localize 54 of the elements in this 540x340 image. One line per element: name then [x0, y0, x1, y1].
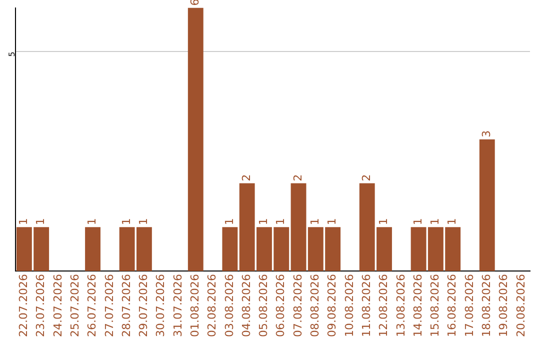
data-label: 1	[222, 218, 236, 226]
x-tick-label: 23.07.2026	[34, 274, 48, 338]
bar	[290, 183, 306, 272]
x-tick-label: 16.08.2026	[446, 274, 459, 338]
x-tick-label: 08.08.2026	[308, 274, 322, 338]
x-tick-label: 31.07.2026	[171, 274, 184, 338]
data-label: 3	[480, 130, 493, 138]
x-tick-label: 29.07.2026	[137, 274, 150, 338]
data-label: 2	[291, 174, 304, 182]
x-tick-label: 18.08.2026	[480, 274, 493, 338]
data-label: 1	[274, 218, 288, 226]
x-tick-label: 12.08.2026	[377, 274, 390, 338]
x-tick-label: 07.08.2026	[291, 274, 304, 338]
x-tick-label: 28.07.2026	[120, 274, 133, 338]
data-label: 1	[446, 218, 459, 226]
x-tick-label: 26.07.2026	[86, 274, 99, 338]
x-tick-label: 01.08.2026	[188, 274, 202, 338]
x-tick-label: 14.08.2026	[411, 274, 424, 338]
x-tick-label: 20.08.2026	[514, 274, 528, 338]
x-tick-label: 15.08.2026	[428, 274, 442, 338]
x-tick-label: 06.08.2026	[274, 274, 288, 338]
x-tick-label: 27.07.2026	[102, 274, 116, 338]
x-tick-label: 25.07.2026	[68, 274, 82, 338]
x-tick-label: 24.07.2026	[51, 274, 64, 338]
bar	[479, 139, 495, 272]
bar	[188, 8, 204, 272]
data-label: 1	[34, 218, 48, 226]
data-label: 1	[86, 218, 99, 226]
x-tick-label: 11.08.2026	[360, 274, 373, 338]
data-label: 2	[360, 174, 373, 182]
data-label: 1	[257, 218, 270, 226]
data-label: 1	[17, 218, 30, 226]
x-tick-label: 10.08.2026	[342, 274, 356, 338]
bar	[222, 227, 238, 272]
x-tick-label: 19.08.2026	[497, 274, 510, 338]
data-label: 1	[428, 218, 442, 226]
x-tick-label: 04.08.2026	[240, 274, 253, 338]
data-label: 1	[326, 218, 339, 226]
data-label: 2	[240, 174, 253, 182]
y-tick-label: 5	[8, 52, 17, 57]
x-tick-label: 17.08.2026	[462, 274, 476, 338]
x-tick-label: 22.07.2026	[17, 274, 30, 338]
data-label: 1	[120, 218, 133, 226]
x-tick-label: 02.08.2026	[206, 274, 219, 338]
data-label: 1	[137, 218, 150, 226]
x-tick-label: 13.08.2026	[394, 274, 408, 338]
x-tick-label: 05.08.2026	[257, 274, 270, 338]
x-tick-label: 30.07.2026	[154, 274, 168, 338]
data-label: 1	[308, 218, 322, 226]
x-tick-label: 09.08.2026	[326, 274, 339, 338]
bar	[85, 227, 100, 272]
data-label: 1	[411, 218, 424, 226]
x-tick-label: 03.08.2026	[222, 274, 236, 338]
data-label: 1	[377, 218, 390, 226]
